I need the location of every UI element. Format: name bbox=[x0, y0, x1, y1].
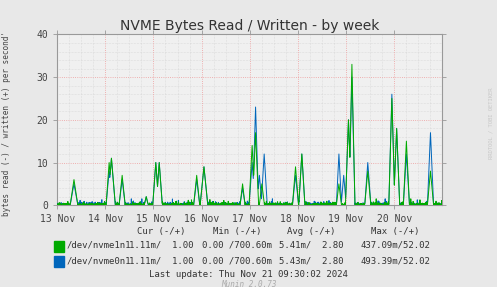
Text: 1.11m/  1.00: 1.11m/ 1.00 bbox=[129, 241, 194, 250]
Text: RRDTOOL / TOBI OETIKER: RRDTOOL / TOBI OETIKER bbox=[489, 88, 494, 159]
Text: 5.41m/  2.80: 5.41m/ 2.80 bbox=[279, 241, 344, 250]
Title: NVME Bytes Read / Written - by week: NVME Bytes Read / Written - by week bbox=[120, 19, 379, 33]
Text: /dev/nvme1n1: /dev/nvme1n1 bbox=[66, 241, 131, 250]
Text: 5.43m/  2.80: 5.43m/ 2.80 bbox=[279, 256, 344, 265]
Text: 493.39m/52.02: 493.39m/52.02 bbox=[360, 256, 430, 265]
Text: 0.00 /700.60m: 0.00 /700.60m bbox=[202, 256, 272, 265]
Text: Last update: Thu Nov 21 09:30:02 2024: Last update: Thu Nov 21 09:30:02 2024 bbox=[149, 270, 348, 280]
Text: 0.00 /700.60m: 0.00 /700.60m bbox=[202, 241, 272, 250]
Text: Munin 2.0.73: Munin 2.0.73 bbox=[221, 280, 276, 287]
Text: Avg (-/+): Avg (-/+) bbox=[287, 226, 336, 236]
Text: Cur (-/+): Cur (-/+) bbox=[137, 226, 186, 236]
Text: Max (-/+): Max (-/+) bbox=[371, 226, 419, 236]
Text: Min (-/+): Min (-/+) bbox=[213, 226, 261, 236]
Text: 437.09m/52.02: 437.09m/52.02 bbox=[360, 241, 430, 250]
Text: /dev/nvme0n1: /dev/nvme0n1 bbox=[66, 256, 131, 265]
Text: 1.11m/  1.00: 1.11m/ 1.00 bbox=[129, 256, 194, 265]
Text: bytes read (-) / written (+) per second': bytes read (-) / written (+) per second' bbox=[2, 31, 11, 216]
